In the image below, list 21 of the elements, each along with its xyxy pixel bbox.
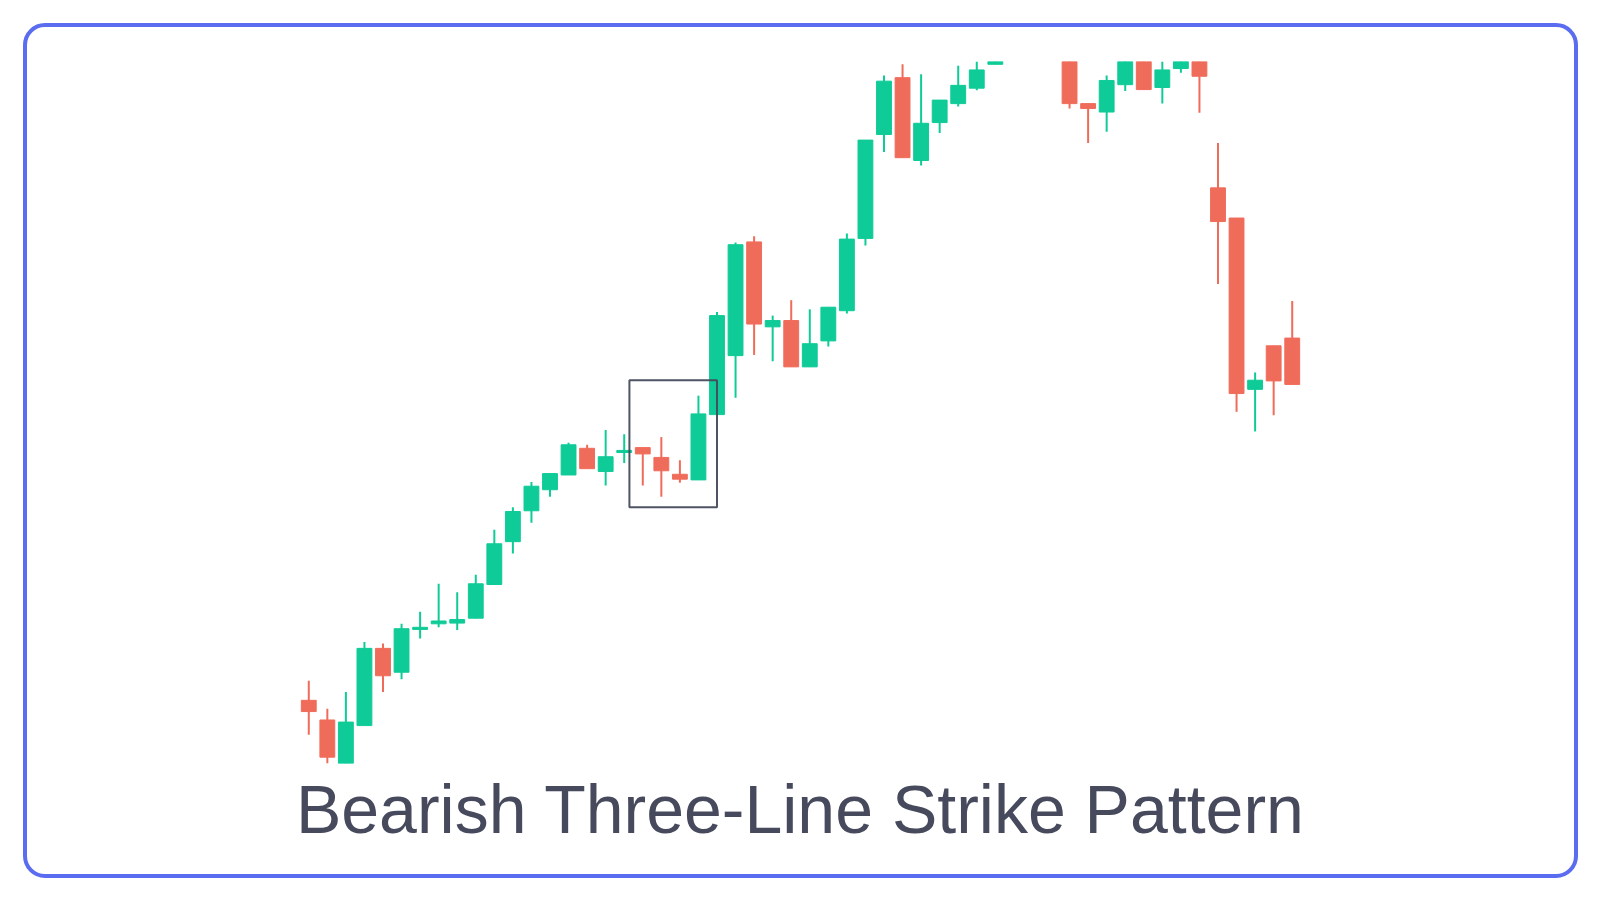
candlestick [542, 472, 558, 498]
candlestick [449, 591, 466, 632]
candlestick [597, 429, 614, 487]
candlestick [764, 314, 781, 363]
candlestick [1247, 371, 1264, 433]
candlestick [634, 446, 651, 487]
candlestick [801, 308, 818, 368]
text: Bearish Three-Line Strike Pattern [295, 770, 1304, 847]
candlestick [1117, 61, 1134, 92]
candlestick [950, 64, 967, 108]
candlestick [1154, 61, 1171, 105]
candlestick [579, 443, 596, 470]
candlestick [968, 61, 985, 92]
candlestick [1191, 61, 1208, 114]
candlestick [430, 582, 447, 629]
candlestick [412, 610, 429, 640]
candlestick [653, 436, 670, 498]
candlestick [671, 459, 688, 484]
candlestick [1080, 102, 1097, 144]
candlestick [931, 99, 948, 135]
candlestick [300, 679, 317, 736]
